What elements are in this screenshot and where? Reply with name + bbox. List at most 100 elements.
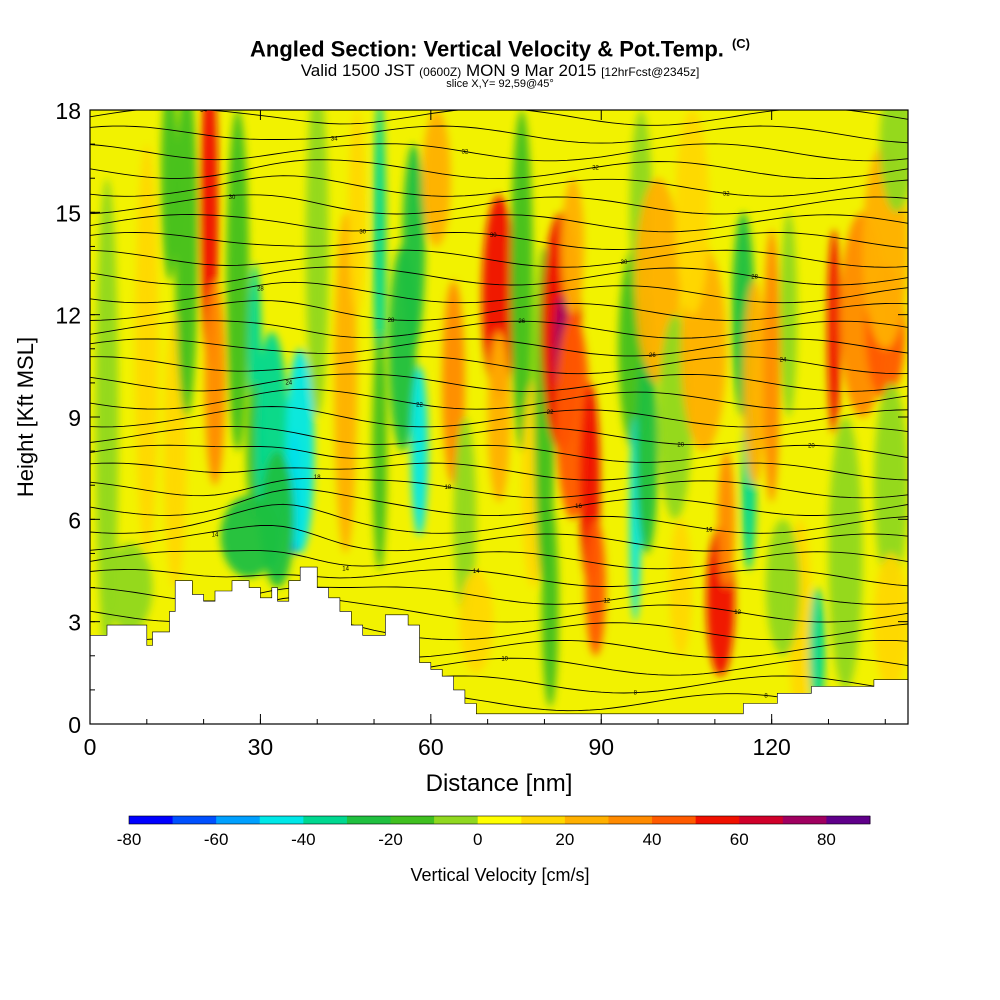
velocity-cell bbox=[873, 553, 908, 690]
velocity-cell bbox=[373, 110, 386, 400]
velocity-cell bbox=[780, 212, 798, 417]
velocity-cell bbox=[809, 587, 826, 711]
velocity-cell bbox=[879, 110, 908, 213]
isentrope-line bbox=[90, 444, 908, 463]
isentrope-label: 20 bbox=[808, 443, 815, 449]
isentrope-line bbox=[90, 388, 908, 410]
isentrope-label: 30 bbox=[490, 233, 497, 239]
y-tick-label: 15 bbox=[55, 200, 81, 226]
colorbar-tick-label: 0 bbox=[473, 830, 482, 849]
isentrope-line bbox=[90, 159, 908, 180]
velocity-cell bbox=[765, 519, 801, 656]
isentrope-label: 30 bbox=[229, 195, 236, 201]
colorbar-swatch bbox=[303, 816, 348, 824]
velocity-cell bbox=[334, 212, 357, 554]
isentrope-line bbox=[90, 426, 908, 446]
x-tick-label: 30 bbox=[248, 734, 274, 760]
colorbar-label: Vertical Velocity [cm/s] bbox=[410, 865, 589, 885]
isentrope-line bbox=[90, 488, 908, 517]
isentrope-label: 24 bbox=[780, 358, 787, 364]
colorbar-tick-label: -60 bbox=[204, 830, 229, 849]
x-tick-label: 90 bbox=[588, 734, 614, 760]
velocity-cell bbox=[585, 519, 606, 656]
velocity-cell bbox=[135, 144, 159, 554]
velocity-cell bbox=[348, 110, 366, 315]
velocity-cell bbox=[743, 280, 766, 486]
terrain-mask bbox=[89, 566, 909, 725]
x-tick-label: 120 bbox=[752, 734, 790, 760]
isentrope-label: 12 bbox=[604, 598, 611, 604]
x-tick-label: 60 bbox=[418, 734, 444, 760]
slice-info: slice X,Y= 92,59@45° bbox=[446, 78, 554, 90]
isentrope-line bbox=[90, 338, 908, 357]
colorbar-swatch bbox=[521, 816, 566, 824]
isentrope-label: 16 bbox=[706, 527, 713, 533]
isentrope-label: 20 bbox=[677, 442, 684, 448]
velocity-cell bbox=[827, 229, 841, 435]
isentrope-label: 22 bbox=[416, 402, 423, 408]
velocity-cell bbox=[107, 543, 153, 632]
colorbar-swatch bbox=[695, 816, 740, 824]
colorbar-swatch bbox=[390, 816, 435, 824]
isentrope-label: 8 bbox=[634, 691, 638, 697]
colorbar-tick-label: 40 bbox=[643, 830, 662, 849]
velocity-cell bbox=[459, 570, 494, 673]
axes: 0 30 60 90 120 0 3 6 9 12 15 18 bbox=[55, 98, 908, 760]
y-tick-label: 6 bbox=[68, 507, 81, 533]
colorbar-swatch bbox=[739, 816, 784, 824]
isentrope-line bbox=[90, 249, 908, 268]
forecast-text: [12hrFcst@2345z] bbox=[601, 65, 700, 79]
valid-date-text: MON 9 Mar 2015 bbox=[465, 61, 597, 80]
isentrope-line bbox=[90, 550, 908, 570]
isentrope-label: 30 bbox=[359, 229, 366, 235]
valid-time-line: Valid 1500 JST (0600Z) MON 9 Mar 2015 [1… bbox=[0, 61, 1000, 81]
velocity-cell bbox=[372, 331, 388, 571]
terrain bbox=[89, 566, 909, 725]
x-axis-label: Distance [nm] bbox=[426, 770, 573, 797]
isentrope-line bbox=[90, 266, 908, 286]
y-tick-label: 3 bbox=[68, 610, 81, 636]
isentrope-label: 28 bbox=[751, 275, 758, 281]
colorbar-swatch bbox=[782, 816, 827, 824]
isentrope-line bbox=[90, 462, 908, 481]
velocity-cell bbox=[487, 331, 511, 503]
isentrope-label: 32 bbox=[462, 150, 469, 156]
isentrope-line bbox=[90, 524, 908, 552]
velocity-cell bbox=[402, 144, 426, 349]
velocity-cell bbox=[541, 502, 559, 707]
isentrope-line bbox=[90, 356, 908, 375]
colorbar-tick-label: -80 bbox=[117, 830, 142, 849]
isentrope-label: 34 bbox=[331, 137, 338, 143]
velocity-cell bbox=[481, 195, 517, 400]
y-axis-label: Height [Kft MSL] bbox=[13, 337, 38, 497]
chart-title: Angled Section: Vertical Velocity & Pot.… bbox=[0, 36, 1000, 62]
isentrope-line bbox=[90, 175, 908, 197]
isentrope-line bbox=[90, 477, 908, 499]
isentrope-line bbox=[90, 194, 908, 215]
valid-time-text: Valid 1500 JST bbox=[300, 61, 415, 80]
isentrope-label: 18 bbox=[445, 485, 452, 491]
isentrope-line bbox=[90, 569, 908, 587]
colorbar-swatch bbox=[652, 816, 697, 824]
velocity-cell bbox=[161, 110, 179, 281]
isentrope-line bbox=[90, 406, 908, 428]
chart-title-text: Angled Section: Vertical Velocity & Pot.… bbox=[250, 36, 724, 62]
isentrope-label: 22 bbox=[547, 410, 554, 416]
colorbar-swatch bbox=[259, 816, 304, 824]
isentrope-line bbox=[90, 214, 908, 233]
isentrope-line bbox=[90, 281, 908, 304]
velocity-cell bbox=[669, 519, 693, 656]
velocity-cell bbox=[220, 495, 278, 578]
isentrope-label: 26 bbox=[649, 353, 656, 359]
velocity-cell bbox=[873, 382, 908, 588]
velocity-cell bbox=[828, 417, 863, 690]
colorbar-swatch bbox=[172, 816, 217, 824]
isentrope-line bbox=[90, 503, 908, 534]
isentrope-label: 26 bbox=[518, 319, 525, 325]
colorbar-swatch bbox=[129, 816, 174, 824]
colorbar-tick-label: -20 bbox=[378, 830, 403, 849]
colorbar: -80 -60 -40 -20 0 20 40 60 80 bbox=[117, 815, 871, 849]
valid-utc-text: (0600Z) bbox=[419, 65, 462, 79]
velocity-cell bbox=[422, 110, 451, 247]
